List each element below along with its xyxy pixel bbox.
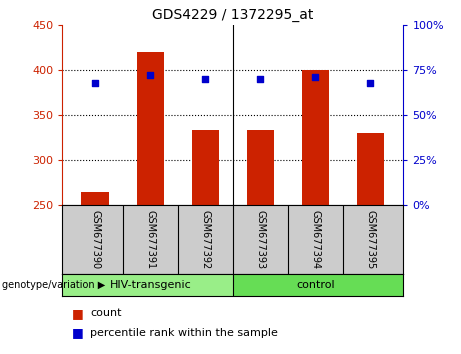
- Text: GSM677394: GSM677394: [310, 210, 320, 269]
- Text: control: control: [296, 280, 335, 290]
- Text: percentile rank within the sample: percentile rank within the sample: [90, 328, 278, 338]
- Text: ■: ■: [71, 307, 83, 320]
- Title: GDS4229 / 1372295_at: GDS4229 / 1372295_at: [152, 8, 313, 22]
- Text: GSM677392: GSM677392: [200, 210, 210, 269]
- Text: GSM677390: GSM677390: [90, 210, 100, 269]
- Point: [366, 80, 374, 85]
- Point: [312, 74, 319, 80]
- Text: genotype/variation ▶: genotype/variation ▶: [2, 280, 106, 290]
- Bar: [247, 130, 274, 205]
- Point: [201, 76, 209, 82]
- Text: GSM677393: GSM677393: [255, 210, 266, 269]
- Point: [147, 73, 154, 78]
- Bar: [233, 274, 403, 296]
- Point: [92, 80, 99, 85]
- Text: GSM677391: GSM677391: [145, 210, 155, 269]
- Text: count: count: [90, 308, 121, 318]
- Bar: [357, 133, 384, 205]
- Text: ■: ■: [71, 326, 83, 339]
- Bar: [191, 130, 219, 205]
- Bar: [136, 52, 164, 205]
- Bar: [82, 192, 109, 205]
- Bar: [301, 70, 329, 205]
- Text: HIV-transgenic: HIV-transgenic: [109, 280, 191, 290]
- Text: GSM677395: GSM677395: [366, 210, 375, 269]
- Point: [257, 76, 264, 82]
